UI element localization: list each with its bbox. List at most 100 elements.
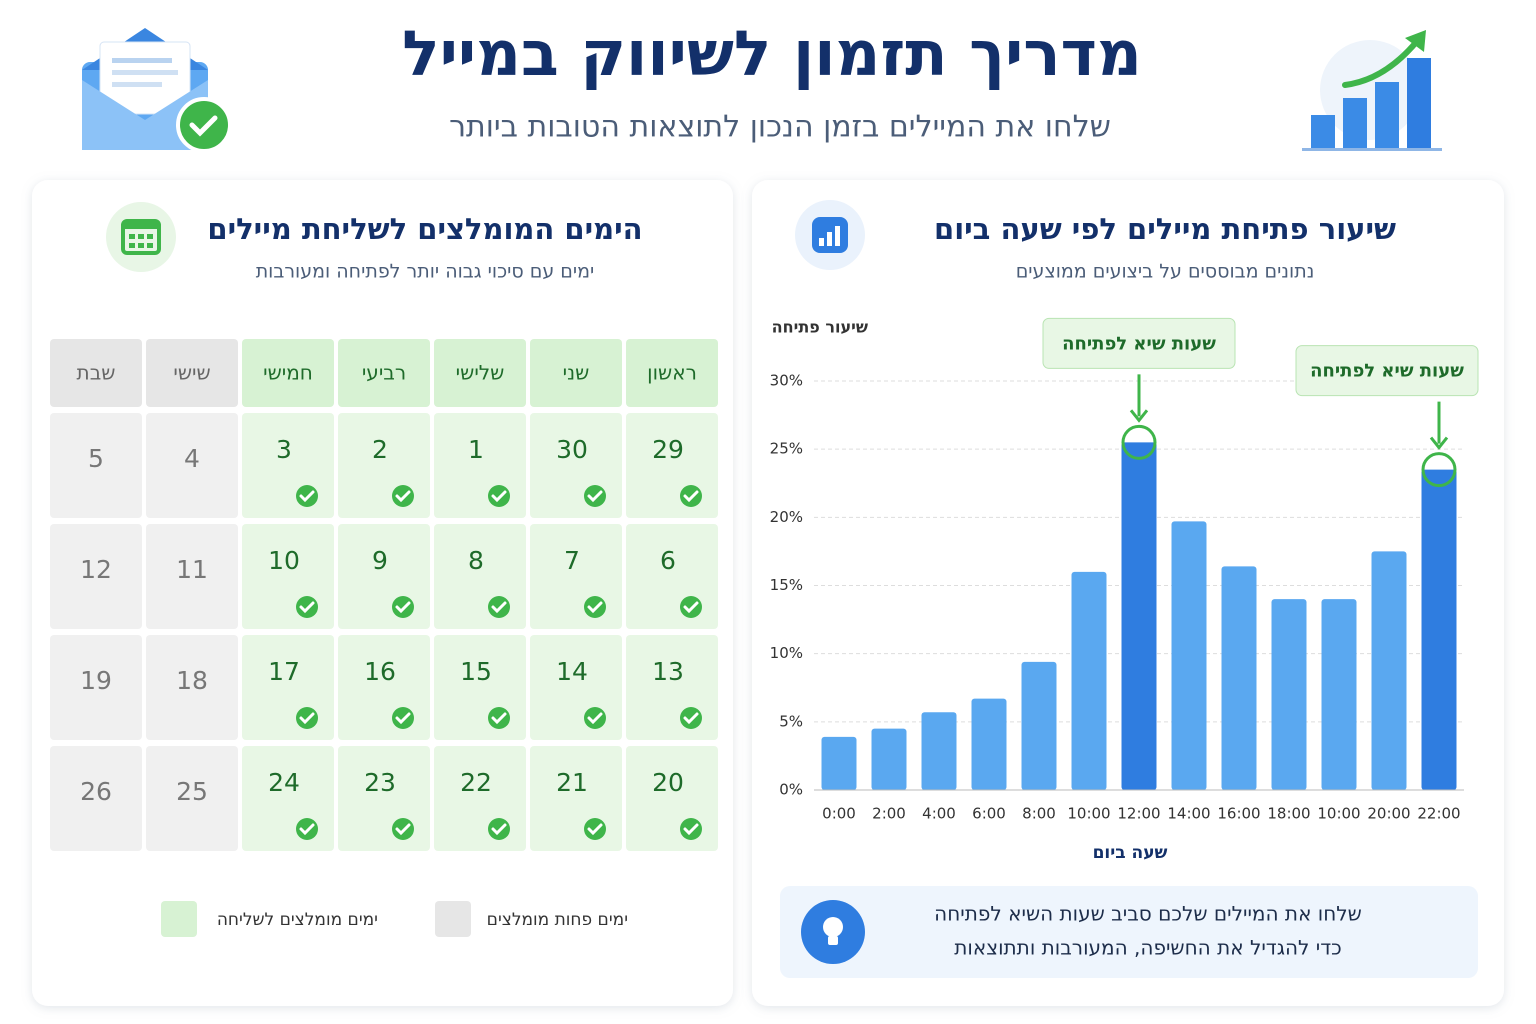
x-tick-label: 18:00	[1267, 805, 1310, 823]
bar	[1321, 599, 1357, 790]
peak-ring	[1121, 424, 1157, 460]
day-number: 22	[460, 768, 492, 797]
day-cell	[434, 746, 526, 851]
chart-subtitle: נתונים מבוססים על ביצועים ממוצעים	[1016, 261, 1315, 283]
day-name: ראשון	[647, 361, 697, 385]
check-mark	[587, 712, 603, 725]
calendar-icon	[106, 202, 176, 272]
day-cell	[530, 635, 622, 740]
day-cell	[242, 746, 334, 851]
check-mark	[683, 823, 699, 836]
y-tick-label: 25%	[770, 440, 803, 458]
day-cell	[242, 413, 334, 518]
day-cell	[338, 635, 430, 740]
day-number: 25	[176, 777, 208, 806]
check-mark	[683, 601, 699, 614]
x-tick-label: 8:00	[1022, 805, 1056, 823]
day-header	[530, 339, 622, 407]
day-cell	[434, 524, 526, 629]
annotation-arrowhead	[1129, 409, 1149, 423]
legend-swatch	[435, 901, 471, 937]
check-mark	[395, 490, 411, 503]
day-number: 23	[364, 768, 396, 797]
day-number: 16	[364, 657, 396, 686]
annotation-text: שעות שיא לפתיחה	[1062, 333, 1216, 354]
bar	[1371, 551, 1407, 790]
day-cell	[50, 635, 142, 740]
day-number: 4	[184, 444, 200, 473]
day-number: 15	[460, 657, 492, 686]
day-name: שבת	[77, 361, 116, 385]
day-header	[434, 339, 526, 407]
day-cell	[50, 413, 142, 518]
x-tick-label: 22:00	[1417, 805, 1460, 823]
day-cell	[242, 635, 334, 740]
y-tick-label: 20%	[770, 508, 803, 526]
day-name: שישי	[173, 361, 210, 385]
day-number: 29	[652, 435, 684, 464]
day-cell	[242, 524, 334, 629]
y-tick-label: 30%	[770, 372, 803, 390]
annotation-box	[1295, 345, 1479, 397]
day-number: 26	[80, 777, 112, 806]
day-name: רביעי	[362, 361, 406, 385]
bar	[1071, 571, 1107, 790]
x-tick-label: 16:00	[1217, 805, 1260, 823]
check-mark	[683, 712, 699, 725]
x-tick-label: 12:00	[1117, 805, 1160, 823]
check-mark	[395, 823, 411, 836]
bar	[1171, 521, 1207, 790]
y-tick-label: 15%	[770, 576, 803, 594]
tip-line: שלחו את המיילים שלכם סביב שעות השיא לפתי…	[934, 902, 1362, 926]
check-mark	[491, 712, 507, 725]
calendar-title: הימים המומלצים לשליחת מיילים	[207, 212, 642, 246]
day-name: שני	[563, 361, 590, 385]
page-title: מדריך תזמון לשיווק במייל	[402, 17, 1142, 90]
day-number: 21	[556, 768, 588, 797]
check-mark	[491, 601, 507, 614]
bar	[921, 712, 957, 790]
day-cell	[434, 413, 526, 518]
x-tick-label: 10:00	[1067, 805, 1110, 823]
check-mark	[587, 823, 603, 836]
day-number: 20	[652, 768, 684, 797]
day-number: 2	[372, 435, 388, 464]
legend-label: ימים פחות מומלצים	[487, 910, 628, 930]
day-header	[50, 339, 142, 407]
day-number: 10	[268, 546, 300, 575]
chart-icon	[795, 200, 865, 270]
check-mark	[395, 712, 411, 725]
legend-label: ימים מומלצים לשליחה	[217, 910, 378, 930]
chart-title: שיעור פתיחת מיילים לפי שעה ביום	[934, 212, 1396, 246]
day-cell	[434, 635, 526, 740]
y-tick-label: 0%	[779, 781, 803, 799]
day-cell	[530, 413, 622, 518]
tip-box	[780, 886, 1478, 978]
bar	[821, 736, 857, 790]
day-number: 24	[268, 768, 300, 797]
day-number: 12	[80, 555, 112, 584]
tip-line: כדי להגדיל את החשיפה, המעורבות ותתוצאות	[954, 936, 1341, 960]
check-mark	[395, 601, 411, 614]
x-tick-label: 6:00	[972, 805, 1006, 823]
day-cell	[50, 746, 142, 851]
day-cell	[338, 413, 430, 518]
growth-icon	[1302, 30, 1442, 151]
day-number: 13	[652, 657, 684, 686]
day-cell	[146, 413, 238, 518]
envelope-icon	[82, 28, 232, 153]
day-number: 14	[556, 657, 588, 686]
day-cell	[626, 524, 718, 629]
y-axis-label: שיעור פתיחה	[772, 318, 868, 337]
check-mark	[587, 490, 603, 503]
check-mark	[587, 601, 603, 614]
day-name: חמישי	[263, 361, 313, 385]
day-cell	[626, 746, 718, 851]
bar	[1221, 566, 1257, 790]
bar	[1021, 661, 1057, 790]
day-number: 17	[268, 657, 300, 686]
x-tick-label: 0:00	[822, 805, 856, 823]
annotation-box	[1042, 317, 1236, 369]
day-number: 19	[80, 666, 112, 695]
